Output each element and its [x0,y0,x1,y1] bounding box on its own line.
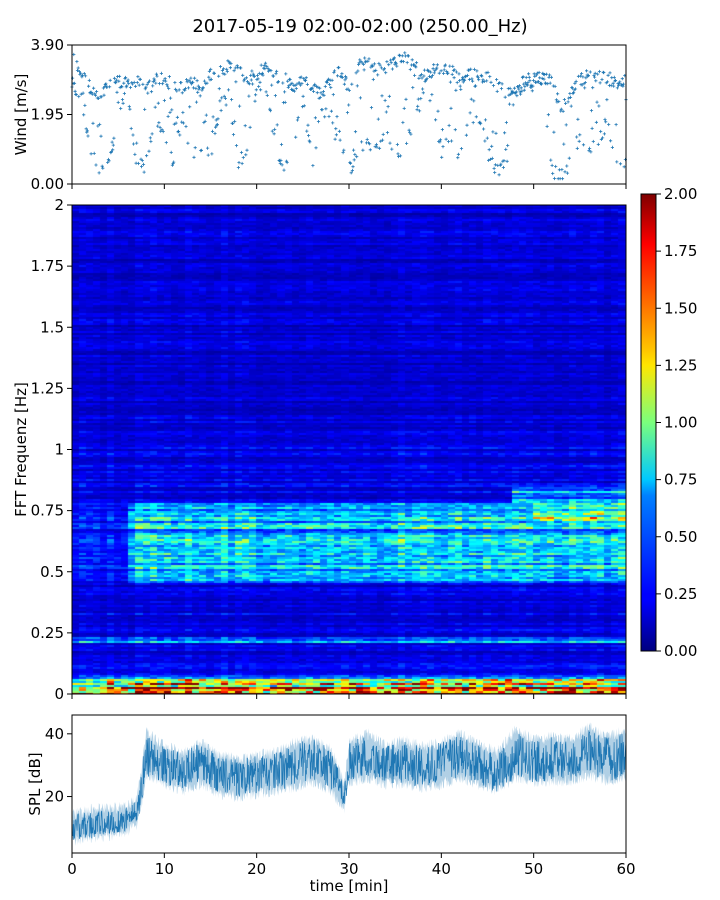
spectrogram-y-tick-label: 1.5 [40,318,64,336]
spl-x-tick-label: 0 [67,860,77,878]
spectrogram-x-ticks [71,694,627,699]
spl-x-ticks: 0 10 20 30 40 50 60 [67,853,636,878]
spectrogram-y-tick-label: 1.75 [31,257,64,275]
wind-panel: 0.00 1.95 3.90 Wind [m/s] [12,36,628,193]
colorbar-tick-label: 0.00 [664,642,697,660]
wind-y-ticks: 0.00 1.95 3.90 [31,36,72,193]
colorbar-tick-label: 1.50 [664,299,697,317]
colorbar-tick-label: 1.00 [664,414,697,432]
spl-y-tick-label: 20 [45,788,64,806]
spectrogram-y-tick-label: 0 [54,685,64,703]
wind-x-ticks [71,184,627,189]
spl-band [72,722,626,846]
spectrogram-y-tick-label: 0.75 [31,502,64,520]
spl-y-label: SPL [dB] [26,752,44,815]
spl-x-tick-label: 40 [432,860,451,878]
wind-markers [70,51,628,181]
spectrogram-raster [72,205,626,694]
colorbar: 0.00 0.25 0.50 0.75 1.00 1.25 1.50 1.75 2.00 [640,185,697,660]
spl-x-tick-label: 60 [616,860,635,878]
spl-x-tick-label: 10 [155,860,174,878]
spectrogram-y-label: FFT Frequenz [Hz] [12,382,30,517]
colorbar-tick-label: 0.25 [664,585,697,603]
spectrogram-y-tick-label: 1 [54,441,64,459]
wind-points [70,51,628,181]
spl-x-label: time [min] [310,877,389,895]
spl-x-tick-label: 50 [524,860,543,878]
spectrogram-y-tick-label: 0.25 [31,624,64,642]
spectrogram-y-tick-label: 0.5 [40,563,64,581]
colorbar-gradient [640,193,657,652]
colorbar-tick-label: 0.50 [664,528,697,546]
wind-y-label: Wind [m/s] [12,74,30,156]
colorbar-tick-label: 2.00 [664,185,697,203]
colorbar-tick-label: 1.25 [664,356,697,374]
spectrogram-y-tick-label: 1.25 [31,379,64,397]
spl-y-tick-label: 40 [45,725,64,743]
spectrogram-y-tick-label: 2 [54,196,64,214]
spl-trace [72,730,626,840]
wind-y-tick-label: 1.95 [31,106,64,124]
colorbar-ticks: 0.00 0.25 0.50 0.75 1.00 1.25 1.50 1.75 2.00 [656,185,697,660]
wind-y-tick-label: 3.90 [31,36,64,54]
colorbar-tick-label: 1.75 [664,242,697,260]
spl-x-tick-label: 30 [339,860,358,878]
wind-y-tick-label: 0.00 [31,175,64,193]
colorbar-tick-label: 0.75 [664,471,697,489]
spl-x-tick-label: 20 [247,860,266,878]
spectrogram-y-ticks: 0 0.25 0.5 0.75 1 1.25 1.5 1.75 2 [31,196,72,703]
figure-title: 2017-05-19 02:00-02:00 (250.00_Hz) [192,16,527,37]
spectrogram-panel: 0 0.25 0.5 0.75 1 1.25 1.5 1.75 2 FFT Frequenz [… [12,196,627,703]
